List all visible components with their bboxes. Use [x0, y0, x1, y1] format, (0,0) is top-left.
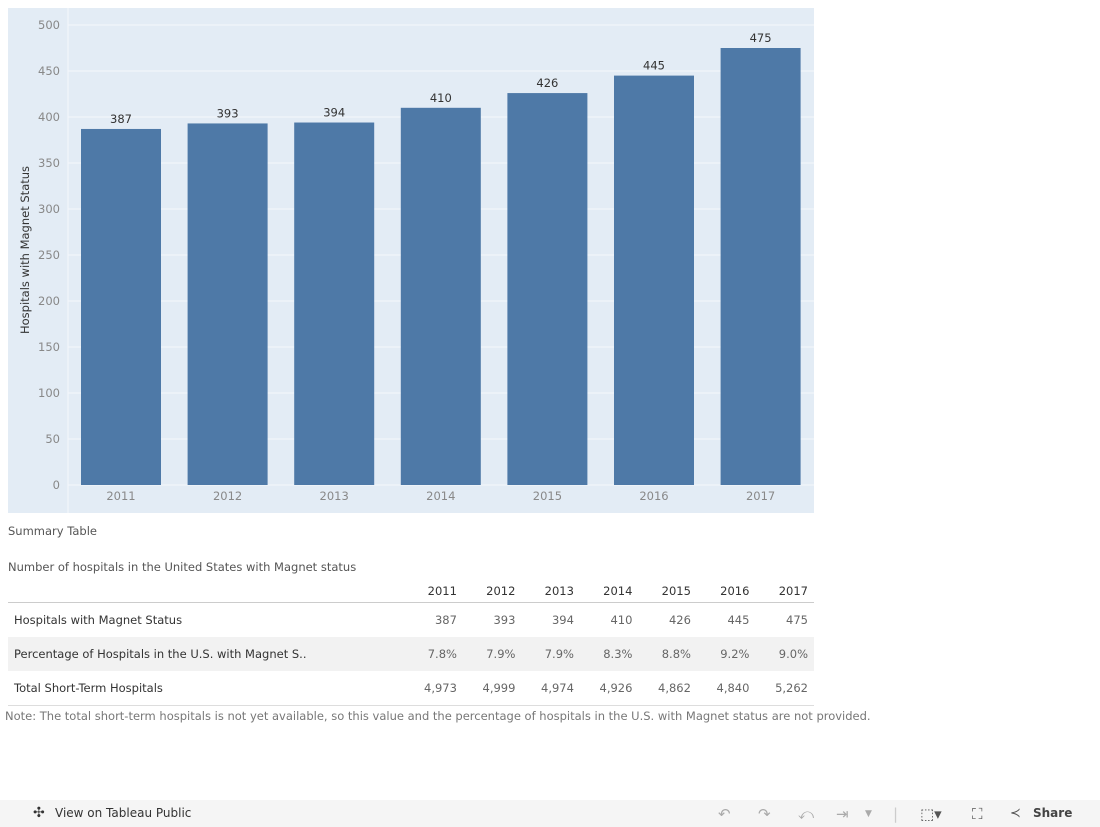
table-cell: 393: [493, 613, 516, 627]
y-tick-label: 350: [38, 156, 60, 170]
table-cell: 4,973: [404, 671, 463, 706]
table-cell: 4,840: [696, 671, 756, 706]
y-axis-title: Hospitals with Magnet Status: [18, 166, 32, 334]
tableau-toolbar: ✣ View on Tableau Public ↶ ↷ ⤺ ⇥ ▼ | ⬚▾ …: [0, 800, 1100, 827]
x-tick-label: 2014: [426, 489, 455, 503]
x-tick-label: 2011: [106, 489, 135, 503]
x-tick-label: 2013: [320, 489, 349, 503]
refresh-dropdown-icon[interactable]: ▼: [865, 809, 872, 819]
table-cell: 8.8%: [638, 637, 697, 671]
fullscreen-icon[interactable]: ⛶: [972, 805, 983, 823]
table-cell: 7.8%: [404, 637, 463, 671]
row-label: Total Short-Term Hospitals: [8, 671, 405, 706]
x-tick-label: 2015: [533, 489, 562, 503]
col-header: 2012: [462, 580, 522, 603]
col-header: 2011: [404, 580, 463, 603]
table-cell: 9.2%: [696, 637, 756, 671]
data-label: 387: [110, 112, 132, 126]
x-tick-label: 2012: [213, 489, 242, 503]
redo-icon[interactable]: ↷: [758, 805, 771, 823]
bar-2013[interactable]: [294, 122, 375, 486]
data-label: 394: [323, 106, 345, 120]
table-cell: 387: [434, 613, 457, 627]
table-cell: 7.9%: [521, 637, 580, 671]
row-label: Percentage of Hospitals in the U.S. with…: [8, 637, 405, 671]
data-label: 393: [217, 106, 239, 120]
tableau-logo-icon: ✣: [33, 805, 45, 821]
table-cell: 394: [551, 613, 574, 627]
data-label: 445: [643, 59, 665, 73]
bar-2014[interactable]: [400, 107, 481, 486]
data-label: 475: [750, 31, 772, 45]
table-row: Hospitals with Magnet Status 387 393 394 410…: [8, 603, 814, 638]
table-cell: 410: [610, 613, 633, 627]
table-cell: 5,262: [755, 671, 814, 706]
table-cell: 4,999: [462, 671, 522, 706]
table-cell: 9.0%: [755, 637, 814, 671]
bar-2015[interactable]: [507, 93, 588, 485]
table-cell: 8.3%: [579, 637, 639, 671]
table-row: Percentage of Hospitals in the U.S. with…: [8, 637, 814, 671]
table-note: Note: The total short-term hospitals is …: [5, 709, 871, 723]
summary-subtitle: Number of hospitals in the United States…: [8, 560, 357, 574]
table-cell: 7.9%: [462, 637, 522, 671]
undo-icon[interactable]: ↶: [718, 805, 731, 823]
bar-chart: 0 50 100 150 200 250 300 350 400 450 500 387 2011 393…: [8, 8, 814, 513]
share-button[interactable]: Share: [1033, 806, 1073, 820]
divider: |: [893, 805, 899, 823]
table-cell: 426: [668, 613, 691, 627]
y-tick-label: 100: [38, 386, 60, 400]
col-header: 2015: [638, 580, 697, 603]
y-tick-label: 50: [45, 432, 60, 446]
table-cell: 4,974: [521, 671, 580, 706]
y-tick-label: 200: [38, 294, 60, 308]
bar-2011[interactable]: [81, 128, 161, 485]
y-tick-label: 250: [38, 248, 60, 262]
x-tick-label: 2017: [746, 489, 775, 503]
row-label: Hospitals with Magnet Status: [14, 613, 183, 627]
y-tick-label: 150: [38, 340, 60, 354]
data-label: 426: [536, 76, 558, 90]
table-cell: 445: [727, 613, 750, 627]
view-on-tableau-link[interactable]: View on Tableau Public: [55, 806, 192, 820]
col-header: 2016: [696, 580, 756, 603]
bar-2017[interactable]: [720, 48, 801, 485]
data-label: 410: [430, 91, 452, 105]
y-tick-label: 400: [38, 110, 60, 124]
table-cell: 4,862: [638, 671, 697, 706]
summary-heading: Summary Table: [8, 524, 97, 538]
x-tick-label: 2016: [639, 489, 668, 503]
share-icon[interactable]: ≺: [1010, 806, 1021, 821]
summary-table: 2011 2012 2013 2014 2015 2016 2017 Hospi…: [8, 580, 814, 706]
y-tick-label: 300: [38, 202, 60, 216]
y-tick-label: 500: [38, 18, 60, 32]
table-cell: 475: [786, 613, 808, 627]
col-header: 2017: [755, 580, 814, 603]
y-tick-label: 0: [53, 478, 60, 492]
table-row: Total Short-Term Hospitals 4,973 4,999 4,97…: [8, 671, 814, 706]
col-header: 2013: [521, 580, 580, 603]
bar-2012[interactable]: [187, 123, 268, 485]
bar-2016[interactable]: [614, 75, 694, 485]
download-icon[interactable]: ⬚▾: [920, 805, 942, 823]
y-tick-label: 450: [38, 64, 60, 78]
table-cell: 4,926: [579, 671, 639, 706]
refresh-icon[interactable]: ⇥: [836, 805, 849, 823]
revert-icon[interactable]: ⤺: [798, 805, 815, 823]
col-header: 2014: [579, 580, 639, 603]
